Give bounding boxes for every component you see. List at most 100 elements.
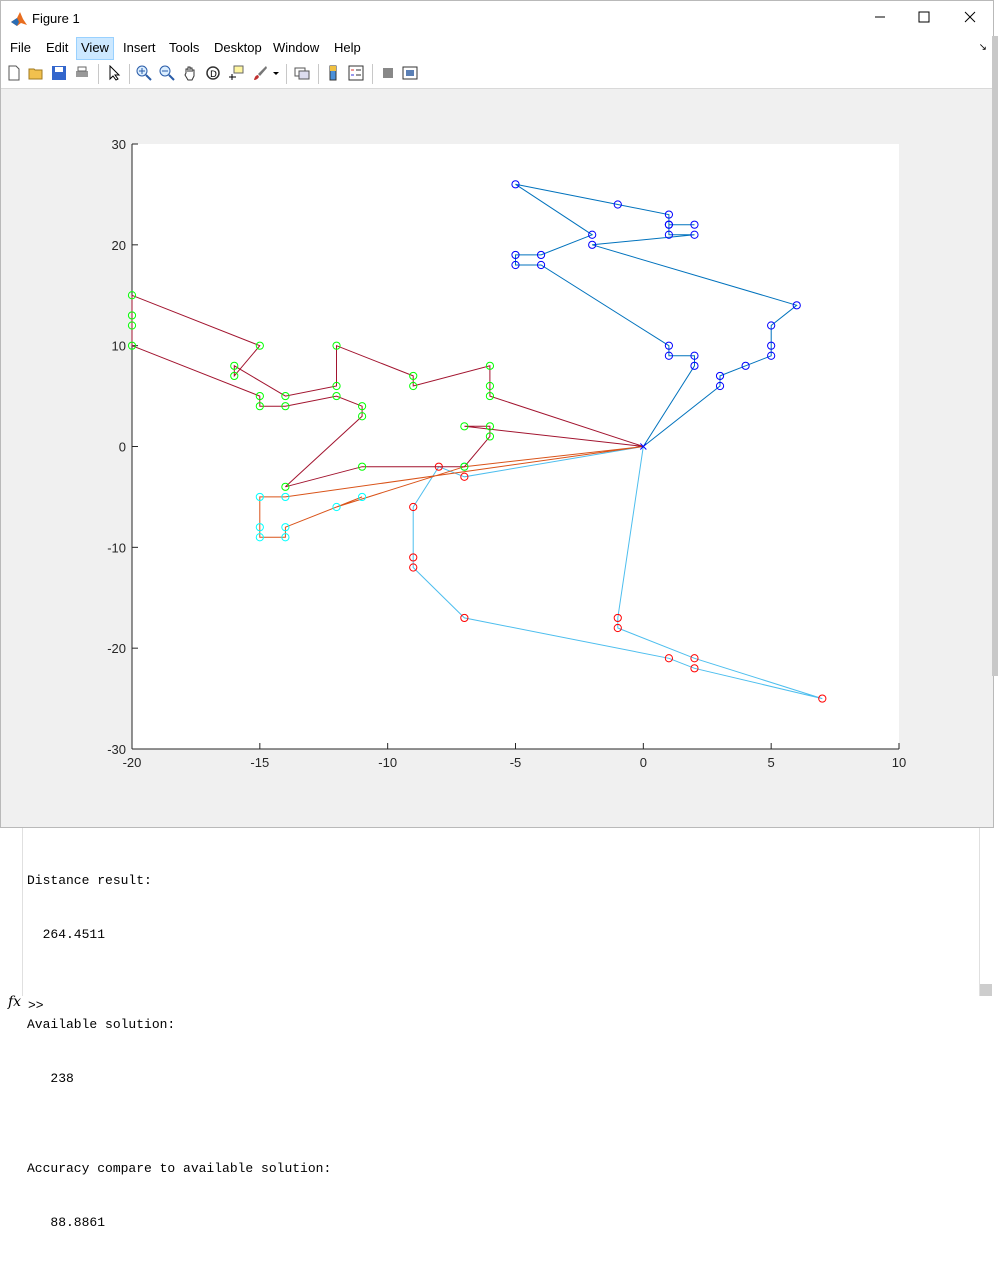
city-marker (690, 654, 699, 663)
window-title: Figure 1 (32, 11, 80, 26)
pan-hand-icon[interactable] (181, 64, 199, 82)
city-marker (818, 694, 827, 703)
city-marker (281, 402, 290, 411)
close-button[interactable] (947, 5, 993, 33)
city-marker (767, 341, 776, 350)
city-marker (409, 553, 418, 562)
rotate-3d-icon[interactable]: D (204, 64, 222, 82)
city-marker (281, 391, 290, 401)
city-marker (281, 533, 290, 542)
menu-help[interactable]: Help (334, 40, 361, 55)
route-line-2 (412, 446, 823, 700)
city-marker (767, 321, 776, 330)
new-figure-icon[interactable] (5, 64, 23, 82)
city-marker (485, 422, 495, 431)
city-marker (511, 260, 520, 270)
city-marker (255, 391, 264, 401)
x-tick-label: 0 (640, 755, 647, 770)
city-marker (332, 341, 341, 350)
maximize-icon (918, 10, 930, 28)
insert-legend-icon[interactable] (347, 64, 365, 82)
menu-edit[interactable]: Edit (46, 40, 69, 55)
save-icon[interactable] (50, 64, 68, 82)
figure-window: Figure 1 File Edit View Insert Tools Des… (0, 0, 994, 828)
menu-desktop[interactable]: Desktop (214, 40, 262, 55)
city-marker (460, 613, 469, 623)
y-tick-label: 0 (119, 440, 126, 455)
console-output: Distance result: 264.4511 Available solu… (27, 836, 331, 1268)
city-marker (332, 502, 341, 512)
command-window[interactable]: Distance result: 264.4511 Available solu… (0, 828, 998, 1230)
menu-file[interactable]: File (10, 40, 31, 55)
scrollbar-thumb[interactable] (980, 984, 992, 996)
data-cursor-icon[interactable] (227, 64, 245, 82)
city-marker (511, 180, 520, 189)
city-marker (664, 341, 674, 350)
city-marker (690, 230, 699, 239)
edit-plot-arrow-icon[interactable] (105, 64, 123, 82)
city-marker (690, 361, 699, 370)
zoom-out-icon[interactable] (158, 64, 176, 82)
city-marker (255, 341, 264, 350)
city-marker (664, 654, 674, 663)
city-marker (127, 291, 137, 300)
x-tick-label: 10 (892, 755, 906, 770)
city-marker (127, 321, 137, 330)
city-marker (613, 200, 622, 209)
y-tick-label: 20 (112, 238, 126, 253)
city-marker (588, 230, 597, 239)
brush-dropdown-icon[interactable] (271, 64, 281, 82)
menu-window[interactable]: Window (273, 40, 320, 55)
brush-icon[interactable] (251, 64, 269, 82)
city-marker (332, 381, 341, 391)
route-line-3 (259, 446, 644, 538)
figure-toolbar: D (1, 60, 993, 89)
city-marker (715, 371, 725, 381)
city-marker (409, 502, 418, 512)
function-browser-icon[interactable]: fx (8, 994, 22, 1010)
city-marker (485, 361, 495, 370)
open-file-icon[interactable] (27, 64, 45, 82)
console-line: 88.8861 (27, 1215, 106, 1230)
city-marker (511, 250, 520, 260)
console-line: 264.4511 (27, 927, 106, 942)
y-tick-label: 30 (112, 137, 126, 152)
y-tick-label: 10 (112, 339, 126, 354)
hide-plot-tools-icon[interactable] (379, 64, 397, 82)
city-marker (690, 664, 699, 673)
title-bar[interactable]: Figure 1 (1, 1, 993, 37)
menu-insert[interactable]: Insert (123, 40, 156, 55)
zoom-in-icon[interactable] (135, 64, 153, 82)
city-marker (358, 462, 367, 471)
matlab-logo-icon (10, 10, 28, 28)
console-line: Accuracy compare to available solution: (27, 1161, 332, 1176)
show-plot-tools-icon[interactable] (401, 64, 419, 82)
city-marker (690, 220, 699, 229)
insert-colorbar-icon[interactable] (325, 64, 343, 82)
city-marker (255, 523, 264, 532)
city-marker (460, 422, 469, 431)
city-marker (664, 230, 674, 239)
menu-bar: File Edit View Insert Tools Desktop Wind… (1, 37, 993, 60)
city-marker (281, 482, 290, 491)
link-plot-icon[interactable] (293, 64, 311, 82)
print-icon[interactable] (73, 64, 91, 82)
city-marker (690, 351, 699, 360)
maximize-button[interactable] (901, 5, 947, 33)
background-window-edge (992, 36, 998, 676)
city-marker (127, 311, 137, 320)
city-marker (664, 351, 674, 360)
city-marker (741, 361, 750, 370)
city-marker (588, 240, 597, 249)
menu-view[interactable]: View (76, 37, 114, 60)
console-line: 238 (27, 1071, 74, 1086)
console-line: Distance result: (27, 873, 152, 888)
city-marker (409, 381, 418, 391)
dock-arrow-icon[interactable]: ↘ (978, 42, 987, 53)
minimize-button[interactable] (857, 5, 903, 33)
svg-text:D: D (210, 70, 217, 80)
menu-tools[interactable]: Tools (169, 40, 200, 55)
city-marker (485, 381, 495, 391)
command-prompt[interactable]: >> (28, 998, 44, 1013)
